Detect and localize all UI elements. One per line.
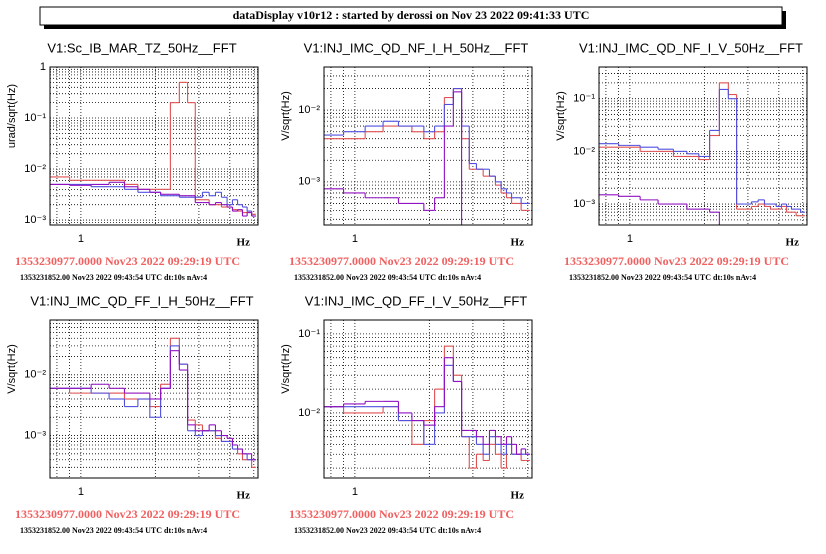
- y-tick-label: 10⁻³: [24, 214, 46, 226]
- x-tick-label: 1: [78, 486, 84, 498]
- annotation: 1353230977.0000 Nov23 2022 09:29:19 UTC: [564, 254, 789, 268]
- step-riser: [343, 88, 522, 204]
- plot-frame: [49, 66, 259, 226]
- y-tick-label: 10⁻³: [573, 198, 595, 210]
- step-riser: [618, 194, 720, 225]
- y-axis-label: V/sqrt(Hz): [280, 91, 292, 141]
- plot-frame: [49, 319, 259, 479]
- step-riser: [364, 88, 522, 211]
- y-tick-label: 10⁻²: [298, 407, 320, 419]
- y-tick-label: 1: [40, 61, 46, 73]
- x-tick-label: 1: [78, 233, 84, 245]
- annotation: 1353230977.0000 Nov23 2022 09:29:19 UTC: [15, 254, 240, 268]
- annotation: 1353231852.00 Nov23 2022 09:43:54 UTC dt…: [20, 526, 207, 535]
- panel-title: V1:INJ_IMC_QD_FF_I_H_50Hz__FFT: [30, 293, 253, 308]
- y-axis-label: V/sqrt(Hz): [555, 91, 567, 141]
- x-axis-label: Hz: [511, 490, 525, 502]
- panel-title: V1:INJ_IMC_QD_NF_I_H_50Hz__FFT: [304, 40, 529, 55]
- y-tick-label: 10⁻²: [573, 145, 595, 157]
- plot-area: [599, 82, 805, 225]
- y-tick-label: 10⁻²: [24, 369, 46, 381]
- plot-area: [324, 345, 530, 469]
- annotation: 1353230977.0000 Nov23 2022 09:29:19 UTC: [15, 507, 240, 521]
- y-tick-label: 10⁻¹: [573, 93, 595, 105]
- step-riser: [343, 91, 463, 225]
- x-axis-label: Hz: [237, 490, 251, 502]
- x-tick-label: 1: [352, 486, 358, 498]
- x-tick-label: 1: [627, 233, 633, 245]
- x-tick-label: 1: [352, 233, 358, 245]
- y-tick-label: 10⁻³: [24, 429, 46, 441]
- step-riser: [618, 89, 802, 213]
- plot-area: [50, 337, 256, 468]
- y-axis-label: urad/sqrt(Hz): [6, 84, 18, 148]
- panel-title: V1:INJ_IMC_QD_FF_I_V_50Hz__FFT: [305, 293, 528, 308]
- y-tick-label: 10⁻²: [298, 104, 320, 116]
- y-axis-label: V/sqrt(Hz): [280, 344, 292, 394]
- x-axis-label: Hz: [786, 237, 800, 249]
- annotation: 1353231852.00 Nov23 2022 09:43:54 UTC dt…: [294, 526, 481, 535]
- x-axis-label: Hz: [237, 237, 251, 249]
- panel-title: V1:Sc_IB_MAR_TZ_50Hz__FFT: [47, 40, 236, 55]
- annotation: 1353231852.00 Nov23 2022 09:43:54 UTC dt…: [294, 273, 481, 282]
- plot-area: [50, 81, 256, 217]
- header-title: dataDisplay v10r12 : started by derossi …: [233, 8, 590, 22]
- plot-frame: [598, 66, 808, 226]
- y-tick-label: 10⁻¹: [298, 328, 320, 340]
- header-box: [39, 6, 783, 26]
- annotation: 1353231852.00 Nov23 2022 09:43:54 UTC dt…: [20, 273, 207, 282]
- panel-title: V1:INJ_IMC_QD_NF_I_V_50Hz__FFT: [579, 40, 803, 55]
- annotation: 1353231852.00 Nov23 2022 09:43:54 UTC dt…: [569, 273, 756, 282]
- y-tick-label: 10⁻¹: [24, 112, 46, 124]
- step-riser: [90, 345, 248, 460]
- y-tick-label: 10⁻²: [24, 163, 46, 175]
- annotation: 1353230977.0000 Nov23 2022 09:29:19 UTC: [289, 254, 514, 268]
- annotation: 1353230977.0000 Nov23 2022 09:29:19 UTC: [289, 507, 514, 521]
- plot-area: [324, 88, 530, 225]
- plot-frame: [323, 319, 533, 479]
- y-axis-label: V/sqrt(Hz): [6, 344, 18, 394]
- step-riser: [69, 182, 253, 217]
- y-tick-label: 10⁻³: [298, 176, 320, 188]
- plot-frame: [323, 66, 533, 226]
- x-axis-label: Hz: [511, 237, 525, 249]
